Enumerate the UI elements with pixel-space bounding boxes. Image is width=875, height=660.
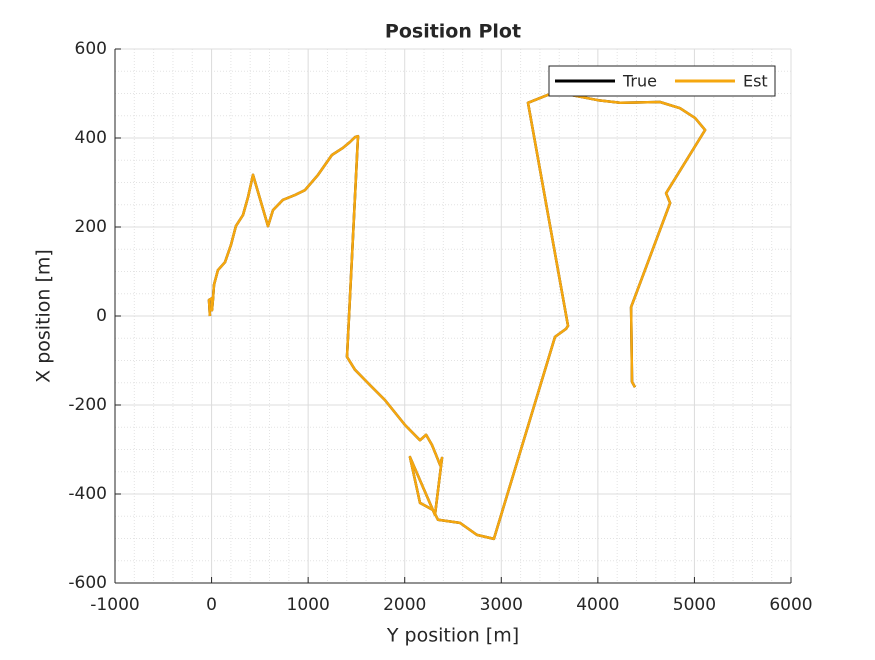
chart-title: Position Plot (385, 21, 521, 43)
y-tick-label: -200 (68, 395, 107, 415)
x-tick-label: 6000 (769, 595, 812, 615)
y-tick-label: 0 (96, 306, 107, 326)
legend-label: Est (743, 72, 768, 91)
x-tick-label: 0 (206, 595, 217, 615)
x-tick-label: 5000 (673, 595, 716, 615)
x-axis-label: Y position [m] (386, 625, 519, 647)
y-tick-label: 400 (75, 128, 107, 148)
y-tick-label: 600 (75, 39, 107, 59)
y-tick-label: -600 (68, 573, 107, 593)
y-tick-label: 200 (75, 217, 107, 237)
x-tick-label: 2000 (383, 595, 426, 615)
y-tick-label: -400 (68, 484, 107, 504)
legend-label: True (622, 72, 657, 91)
x-tick-label: 3000 (480, 595, 523, 615)
x-tick-label: 4000 (576, 595, 619, 615)
data-line (207, 93, 707, 541)
x-tick-label: 1000 (287, 595, 330, 615)
y-axis-label: X position [m] (33, 249, 55, 383)
x-tick-label: -1000 (90, 595, 139, 615)
